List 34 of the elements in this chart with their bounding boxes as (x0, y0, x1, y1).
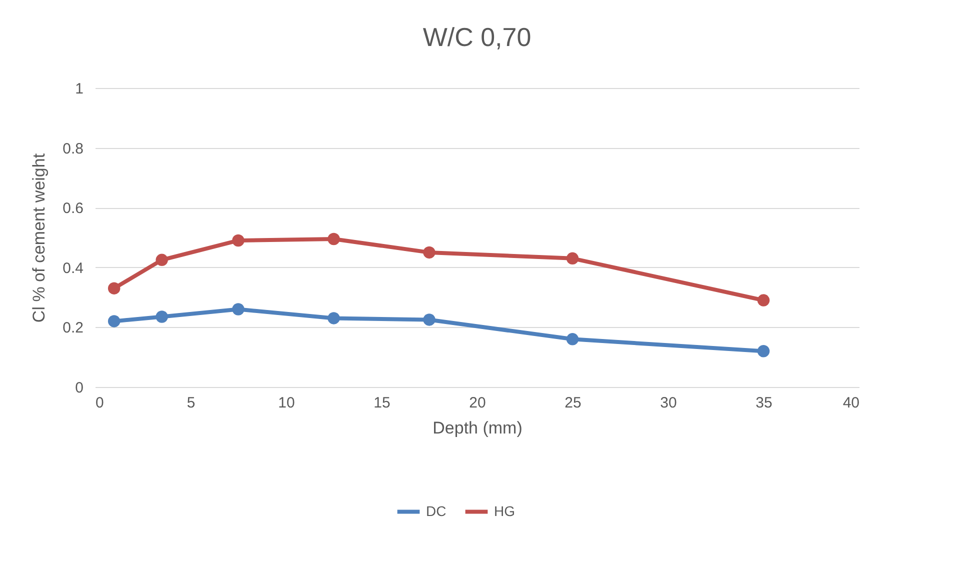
y-tick-label: 0.6 (62, 200, 84, 218)
x-tick-label: 25 (564, 394, 582, 412)
y-tick-label: 0.2 (62, 320, 84, 337)
point (328, 232, 340, 246)
point (566, 333, 579, 346)
y-tick-label: 0.4 (62, 260, 84, 277)
x-tick-label: 0 (96, 394, 104, 412)
point (566, 252, 579, 265)
x-tick-label: 15 (374, 394, 390, 412)
x-tick-label: 10 (278, 394, 295, 412)
point (423, 314, 436, 326)
x-tick-label: 35 (756, 394, 772, 412)
y-tick-label: 1 (75, 80, 84, 98)
legend-label: HG (494, 502, 515, 519)
legend-label: DC (426, 502, 446, 519)
y-tick-label: 0.8 (62, 140, 84, 158)
point (156, 310, 168, 323)
y-axis-title: Cl % of cement weight (30, 153, 49, 323)
point (108, 282, 120, 294)
x-tick-label: 30 (660, 394, 677, 412)
point (328, 312, 340, 324)
x-tick-label: 20 (469, 394, 486, 412)
chart-title: W/C 0,70 (422, 22, 532, 52)
x-tick-label: 40 (842, 394, 860, 412)
point (232, 234, 244, 247)
point (757, 294, 770, 306)
point (232, 303, 244, 316)
y-tick-label: 0 (75, 380, 84, 396)
point (108, 315, 120, 328)
x-axis-title: Depth (mm) (432, 418, 522, 438)
point (156, 254, 168, 266)
point (757, 345, 770, 358)
x-tick-label: 5 (186, 394, 196, 412)
point (423, 246, 436, 259)
